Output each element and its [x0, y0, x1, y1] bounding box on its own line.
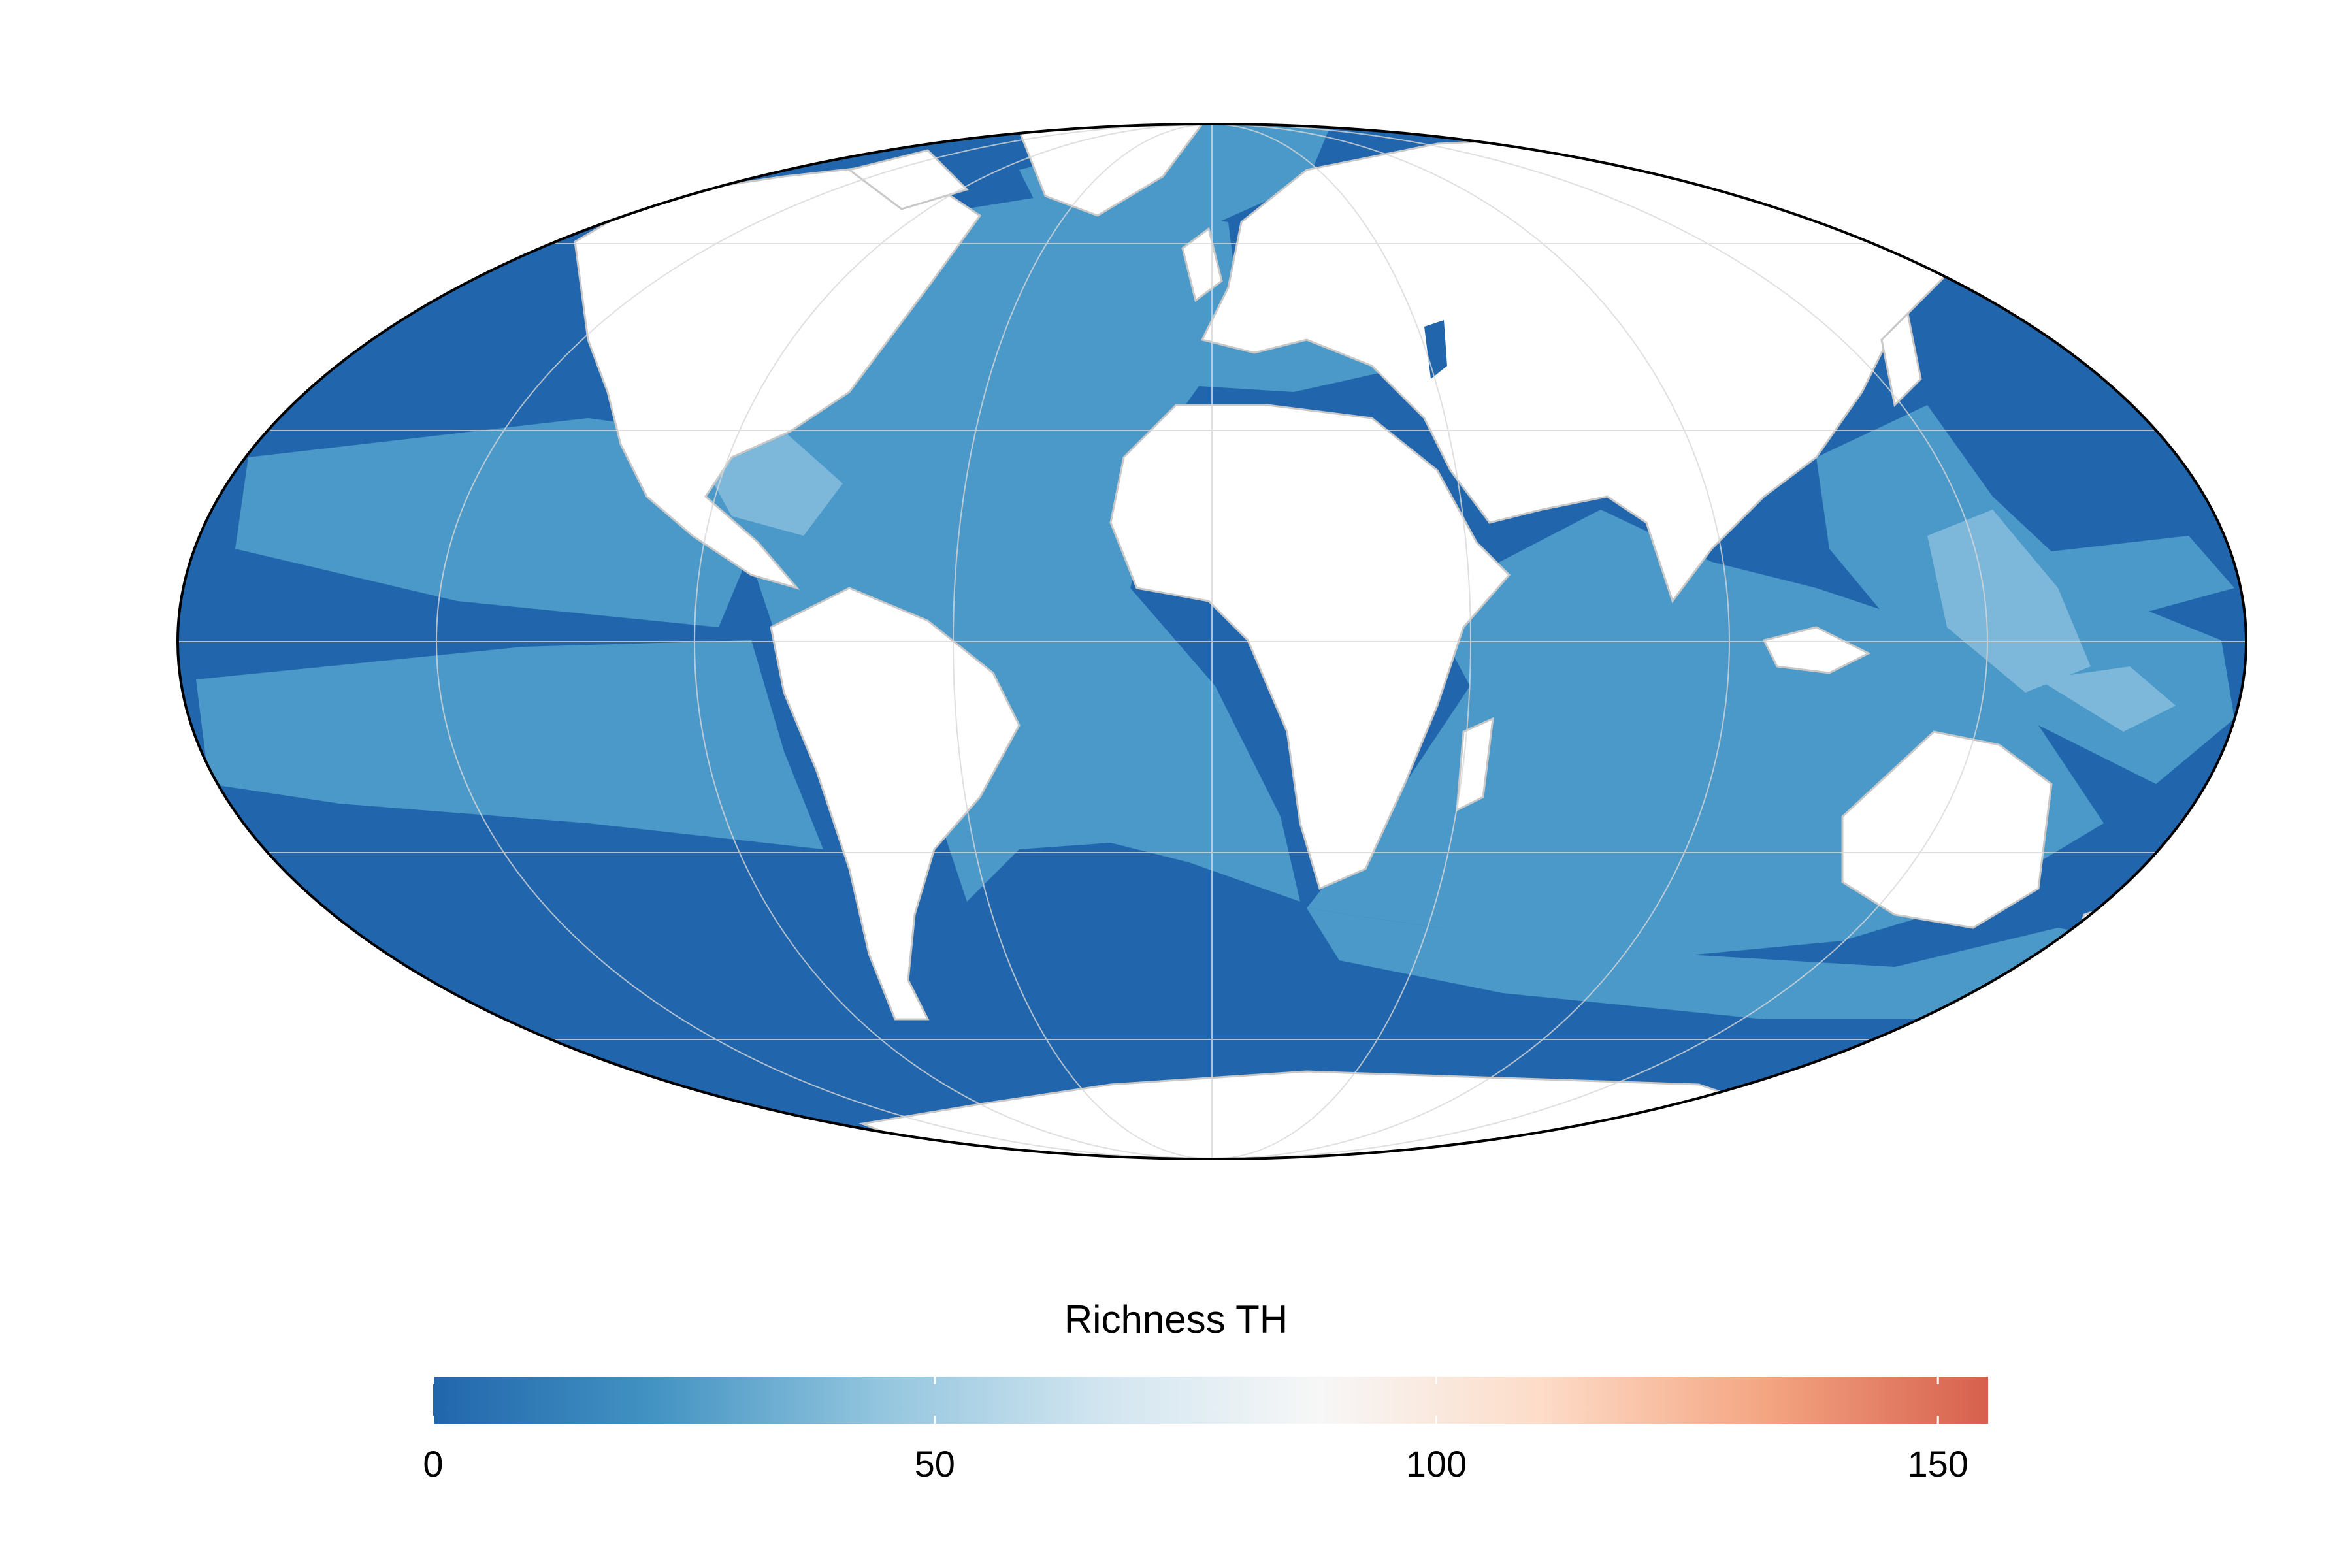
map-outline	[176, 123, 2247, 1160]
japan	[1880, 311, 1922, 408]
legend-title: Richness TH	[1064, 1298, 1288, 1341]
colorbar-gradient	[433, 1377, 1988, 1424]
colorbar-tick-label: 0	[423, 1443, 444, 1484]
eurasia	[1200, 136, 2028, 604]
world-map	[176, 123, 2247, 1160]
arctic-islands	[847, 149, 969, 210]
colorbar	[433, 1377, 1988, 1424]
colorbar-tick-label: 100	[1405, 1443, 1467, 1484]
south-america	[770, 587, 1021, 1021]
colorbar-ticks	[433, 1377, 1939, 1424]
richness-hotspots	[699, 431, 2176, 732]
colorbar-tick-label: 50	[914, 1443, 955, 1484]
colorbar-tick-label: 150	[1907, 1443, 1968, 1484]
indonesia-islands	[1762, 626, 1871, 674]
africa	[1109, 404, 1511, 890]
australia	[1841, 730, 2053, 929]
